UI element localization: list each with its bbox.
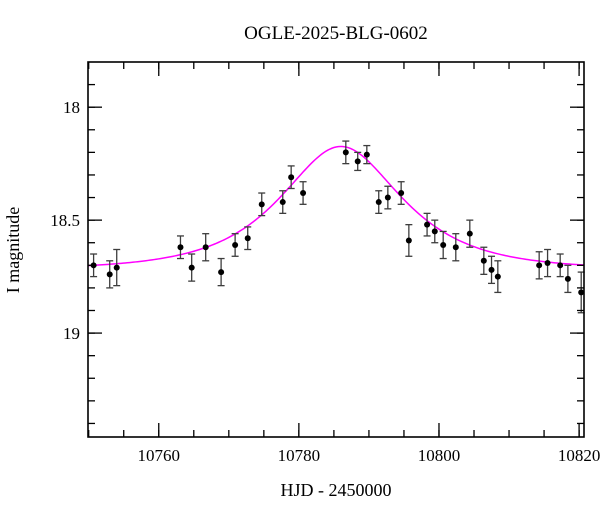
data-point: [288, 174, 295, 181]
y-tick-label: 18: [63, 98, 80, 117]
data-point: [279, 199, 286, 206]
y-tick-label: 19: [63, 324, 80, 343]
data-point: [375, 199, 382, 206]
data-point: [440, 241, 447, 248]
data-point: [106, 271, 113, 278]
data-point: [536, 262, 543, 269]
data-point: [424, 221, 431, 228]
data-point: [342, 149, 349, 156]
data-point: [494, 273, 501, 280]
axis-tick-labels: 10760 10780 10800 10820 18 18.5 19: [50, 98, 600, 465]
data-point: [488, 266, 495, 273]
data-point: [480, 257, 487, 264]
data-point: [218, 269, 225, 276]
data-point: [258, 201, 265, 208]
data-point: [544, 260, 551, 267]
error-bars: [90, 140, 585, 314]
axis-ticks: [88, 62, 584, 437]
data-point: [232, 241, 239, 248]
data-point: [188, 264, 195, 271]
data-point: [202, 244, 209, 251]
data-point: [452, 244, 459, 251]
y-axis-label: I magnitude: [3, 207, 23, 293]
data-point: [578, 289, 585, 296]
plot-frame: [87, 61, 585, 438]
x-axis-label: HJD - 2450000: [281, 480, 392, 500]
x-tick-label: 10760: [138, 446, 181, 465]
data-point: [300, 190, 307, 197]
data-point: [363, 151, 370, 158]
data-points: [90, 149, 585, 296]
data-point: [405, 237, 412, 244]
data-point: [466, 230, 473, 237]
x-tick-label: 10820: [558, 446, 600, 465]
model-curve: [87, 145, 585, 267]
data-point: [177, 244, 184, 251]
data-point: [244, 235, 251, 242]
data-point: [384, 194, 391, 201]
model-curve-line: [87, 145, 585, 267]
x-tick-label: 10800: [418, 446, 461, 465]
data-point: [398, 190, 405, 197]
data-point: [113, 264, 120, 271]
data-point: [354, 158, 361, 165]
data-point: [431, 228, 438, 235]
y-tick-label: 18.5: [50, 211, 80, 230]
data-point: [564, 275, 571, 282]
x-tick-label: 10780: [278, 446, 321, 465]
chart-title: OGLE-2025-BLG-0602: [244, 23, 428, 44]
data-point: [557, 262, 564, 269]
